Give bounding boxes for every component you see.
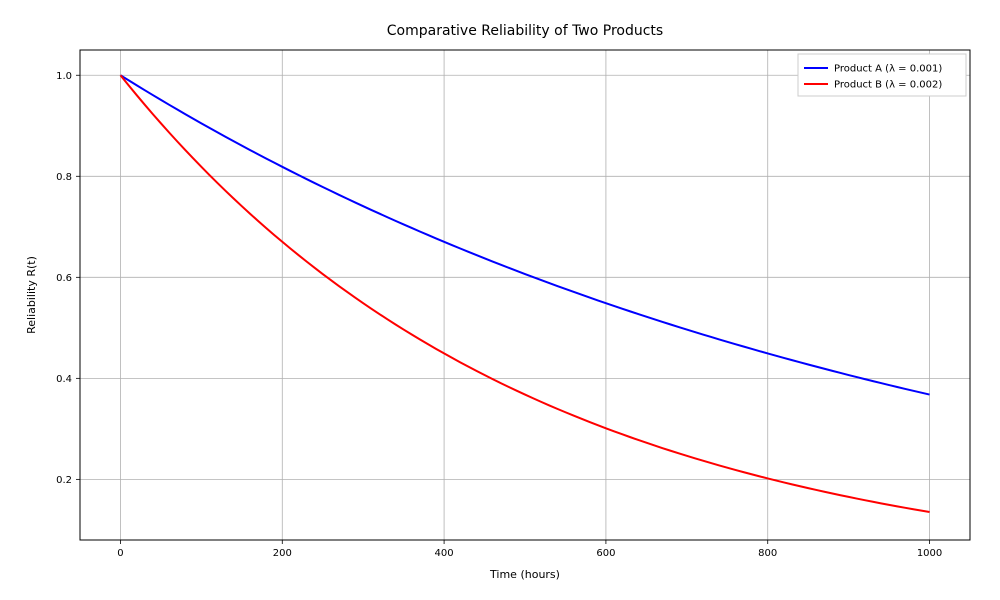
x-tick-label: 400 [435, 548, 454, 559]
x-tick-label: 600 [596, 548, 615, 559]
y-tick-label: 0.6 [56, 273, 72, 284]
x-tick-label: 0 [117, 548, 123, 559]
legend-label: Product A (λ = 0.001) [834, 64, 942, 75]
reliability-chart: 0 200 400 600 800 1000 0.2 0.4 0.6 0.8 1.0 Time (ho… [0, 0, 1000, 600]
y-axis-label: Reliability R(t) [25, 256, 38, 334]
y-tick-label: 1.0 [56, 71, 72, 82]
chart-container: 0 200 400 600 800 1000 0.2 0.4 0.6 0.8 1.0 Time (ho… [0, 0, 1000, 600]
y-tick-label: 0.2 [56, 475, 72, 486]
x-tick-label: 200 [273, 548, 292, 559]
x-axis-label: Time (hours) [489, 568, 560, 581]
chart-title: Comparative Reliability of Two Products [387, 23, 663, 39]
x-tick-label: 800 [758, 548, 777, 559]
legend-label: Product B (λ = 0.002) [834, 80, 942, 91]
y-tick-label: 0.4 [56, 374, 72, 385]
x-tick-label: 1000 [917, 548, 942, 559]
y-tick-label: 0.8 [56, 172, 72, 183]
